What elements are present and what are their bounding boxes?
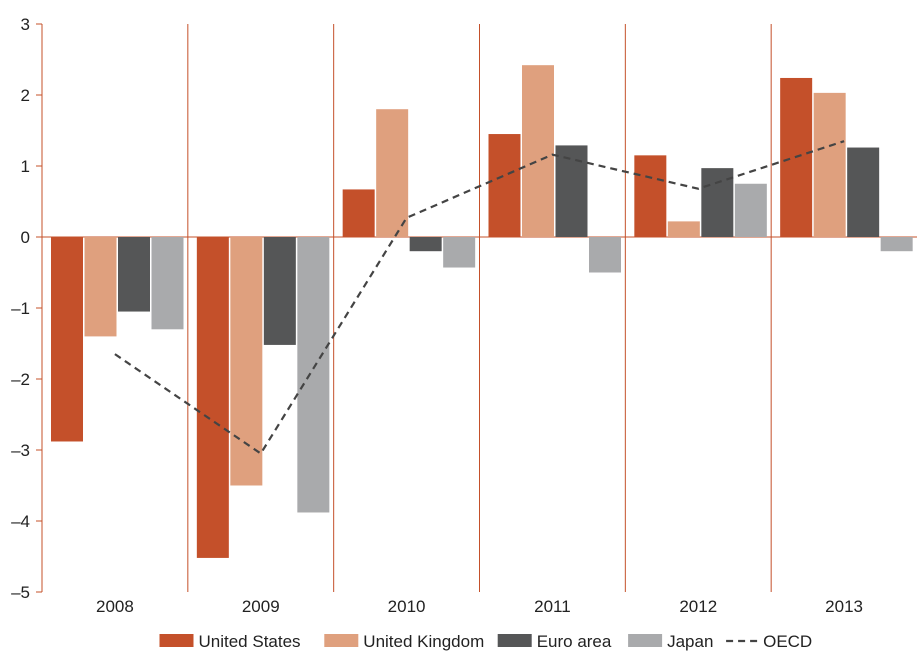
legend-label-united-states: United States: [199, 632, 301, 651]
bar-japan-2012: [734, 183, 767, 237]
bar-united-kingdom-2011: [522, 65, 554, 238]
bar-euro-area-2009: [263, 237, 296, 345]
oecd-line-layer: [114, 140, 845, 456]
y-tick-label: 2: [21, 86, 30, 105]
bar-united-states-2010: [342, 189, 375, 237]
bar-united-kingdom-2009: [230, 237, 263, 486]
bar-united-kingdom-2012: [667, 221, 700, 237]
bar-japan-2010: [443, 237, 476, 268]
bar-united-states-2009: [196, 237, 229, 558]
bar-euro-area-2008: [118, 237, 150, 312]
y-tick-label: 1: [21, 157, 30, 176]
legend-swatch-japan: [628, 634, 663, 647]
legend-swatch-euro-area: [497, 634, 532, 647]
bar-japan-2011: [589, 237, 621, 273]
legend-label-euro-area: Euro area: [537, 632, 612, 651]
x-tick-label-2011: 2011: [534, 597, 571, 616]
x-tick-label-2013: 2013: [825, 597, 863, 616]
x-tick-label-2008: 2008: [96, 597, 134, 616]
oecd-line: [114, 140, 845, 456]
legend-swatch-united-kingdom: [324, 634, 359, 647]
legend-label-oecd: OECD: [763, 632, 812, 651]
bar-euro-area-2010: [409, 237, 442, 252]
bar-united-states-2012: [634, 155, 667, 237]
legend-label-japan: Japan: [667, 632, 713, 651]
x-tick-label-2010: 2010: [388, 597, 426, 616]
bar-united-kingdom-2008: [84, 237, 117, 337]
y-tick-label: 3: [21, 15, 30, 34]
x-tick-labels: 2008 2009 2010 2011 2012 2013: [96, 597, 863, 616]
x-tick-label-2009: 2009: [242, 597, 280, 616]
legend-label-united-kingdom: United Kingdom: [363, 632, 484, 651]
legend: United States United Kingdom Euro area Japa…: [159, 632, 812, 651]
bar-euro-area-2013: [847, 147, 880, 237]
bar-united-kingdom-2010: [376, 109, 409, 237]
y-tick-label: 0: [21, 228, 30, 247]
bar-japan-2008: [151, 237, 184, 330]
bar-japan-2009: [297, 237, 330, 513]
y-tick-label: –3: [11, 441, 30, 460]
axes: [36, 23, 917, 593]
bar-japan-2013: [880, 237, 913, 252]
y-tick-label: –2: [11, 370, 30, 389]
y-tick-label: –4: [11, 512, 30, 531]
bar-united-states-2011: [488, 134, 521, 237]
y-tick-label: –5: [11, 583, 30, 602]
y-tick-label: –1: [11, 299, 30, 318]
bars: [51, 65, 913, 558]
x-tick-label-2012: 2012: [679, 597, 717, 616]
y-tick-labels: 3 2 1 0 –1 –2 –3 –4 –5: [11, 15, 30, 602]
bar-united-kingdom-2013: [813, 92, 846, 238]
bar-united-states-2008: [51, 237, 83, 442]
bar-euro-area-2011: [555, 145, 588, 237]
legend-swatch-united-states: [159, 634, 194, 647]
